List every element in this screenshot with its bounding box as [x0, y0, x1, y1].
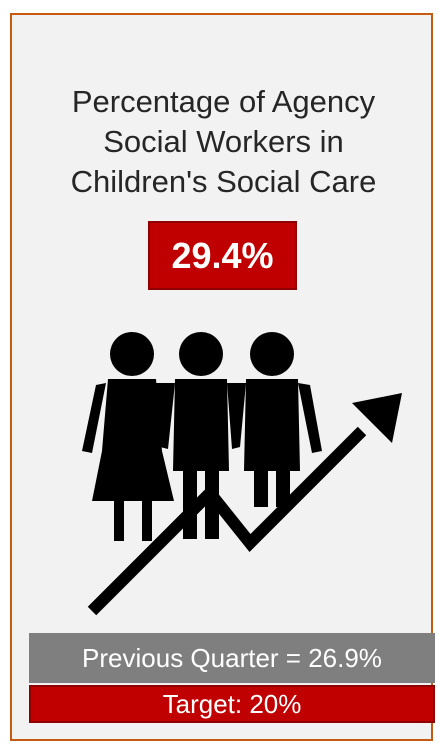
person-3-body	[244, 379, 300, 507]
title-line-1: Percentage of Agency	[71, 84, 376, 119]
title-line-3: Children's Social Care	[70, 164, 377, 199]
previous-quarter-band: Previous Quarter = 26.9%	[29, 633, 435, 683]
target-band: Target: 20%	[29, 685, 435, 723]
person-2-head	[179, 332, 223, 376]
person-3-right-arm	[298, 383, 322, 453]
person-2-arms	[156, 383, 246, 449]
trend-arrow-head	[352, 393, 402, 443]
kpi-value-badge: 29.4%	[148, 221, 297, 290]
title-line-2: Social Workers in	[103, 124, 344, 159]
people-trend-icon	[82, 332, 402, 616]
person-1-left-arm	[82, 383, 106, 453]
person-1-head	[110, 332, 154, 376]
person-1-body	[92, 379, 174, 541]
card-title: Percentage of Agency Social Workers in C…	[12, 82, 435, 202]
kpi-card: Percentage of Agency Social Workers in C…	[10, 13, 435, 741]
trend-arrow-line	[87, 426, 367, 616]
person-3-head	[250, 332, 294, 376]
